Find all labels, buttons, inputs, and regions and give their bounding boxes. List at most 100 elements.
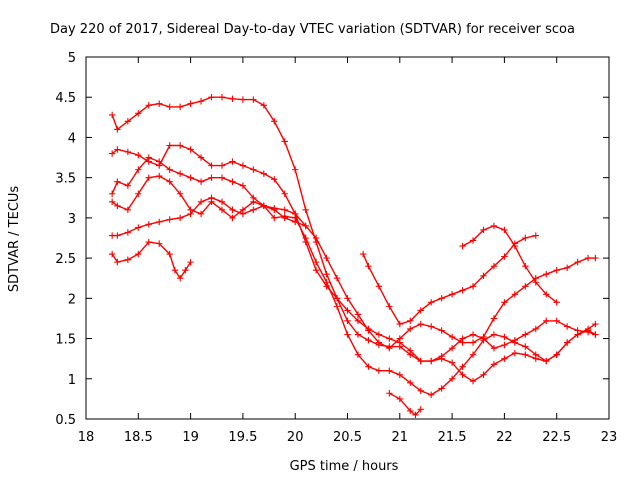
data-point <box>197 178 205 185</box>
data-point <box>176 170 184 177</box>
data-point <box>480 272 487 280</box>
data-point <box>229 95 236 103</box>
data-point <box>469 351 477 358</box>
data-point <box>563 264 571 271</box>
data-point <box>584 254 592 262</box>
data-point <box>156 158 163 165</box>
x-tick-label: 20.5 <box>333 430 362 445</box>
data-point <box>469 283 477 290</box>
data-point <box>312 266 320 274</box>
data-point <box>543 291 550 298</box>
data-point <box>396 371 403 378</box>
data-point <box>365 336 372 344</box>
series-s7 <box>359 232 539 328</box>
y-tick-label: 2 <box>68 292 76 307</box>
data-point <box>250 96 257 103</box>
data-point <box>511 291 519 298</box>
data-point <box>135 166 142 173</box>
data-point <box>365 327 372 334</box>
data-point <box>438 295 445 302</box>
data-point <box>108 150 116 157</box>
data-point <box>218 174 226 181</box>
data-point <box>344 295 351 302</box>
series-s3 <box>108 154 599 352</box>
data-point <box>176 142 184 149</box>
data-point <box>522 343 529 350</box>
data-point <box>250 206 257 214</box>
series-line <box>362 234 536 325</box>
data-point <box>197 98 205 105</box>
data-point <box>323 254 330 262</box>
data-point <box>386 335 393 342</box>
data-point <box>522 283 529 290</box>
data-point <box>396 335 403 342</box>
data-point <box>386 303 393 310</box>
data-point <box>281 190 288 197</box>
data-point <box>145 154 152 161</box>
data-point <box>417 357 424 365</box>
data-point <box>229 214 236 222</box>
data-point <box>412 411 419 419</box>
data-point <box>407 325 414 333</box>
data-point <box>563 339 571 346</box>
data-point <box>182 266 189 274</box>
data-point <box>448 291 456 298</box>
x-tick-label: 22 <box>496 430 513 445</box>
y-axis-ticks: 0.5 1 1.5 2 2.5 3 3.5 4 4.5 5 <box>55 51 609 428</box>
x-tick-label: 19 <box>182 430 199 445</box>
data-point <box>522 262 529 270</box>
data-point <box>166 142 173 149</box>
data-point <box>187 146 194 153</box>
data-point <box>124 148 132 156</box>
data-point <box>176 190 184 197</box>
data-point <box>490 262 498 270</box>
data-point <box>333 303 341 310</box>
series-line <box>112 197 306 237</box>
data-point <box>145 102 152 109</box>
data-point <box>108 111 116 119</box>
y-tick-label: 3 <box>68 212 76 227</box>
data-point <box>480 226 487 234</box>
data-point <box>124 182 132 189</box>
y-tick-label: 3.5 <box>55 172 76 187</box>
data-point <box>532 279 539 286</box>
data-point <box>459 371 466 378</box>
data-point <box>197 154 205 161</box>
data-point <box>386 390 393 397</box>
data-point <box>156 240 163 247</box>
x-tick-label: 22.5 <box>542 430 571 445</box>
data-point <box>354 351 362 358</box>
data-point <box>511 349 519 357</box>
y-axis-label: SDTVAR / TECUs <box>7 186 22 293</box>
data-point <box>176 214 184 222</box>
data-point <box>438 385 445 392</box>
data-point <box>312 234 320 242</box>
data-point <box>114 258 121 266</box>
data-point <box>208 162 215 169</box>
data-point <box>229 178 236 185</box>
data-point <box>239 182 247 189</box>
data-point <box>323 271 330 278</box>
data-point <box>469 331 477 338</box>
data-point <box>156 172 163 180</box>
data-point <box>124 206 132 214</box>
data-point <box>532 232 539 239</box>
data-point <box>459 242 466 250</box>
data-point <box>501 341 508 349</box>
x-tick-label: 18.5 <box>124 430 153 445</box>
data-point <box>171 266 179 274</box>
data-point <box>407 407 414 415</box>
data-point <box>543 357 550 365</box>
data-point <box>344 317 351 325</box>
data-point <box>250 166 257 173</box>
data-point <box>522 234 529 242</box>
data-point <box>271 206 278 214</box>
data-point <box>553 299 560 306</box>
data-point <box>574 331 581 338</box>
y-tick-label: 1 <box>68 373 76 388</box>
data-point <box>592 331 599 338</box>
data-point <box>365 262 372 270</box>
data-point <box>407 317 414 325</box>
